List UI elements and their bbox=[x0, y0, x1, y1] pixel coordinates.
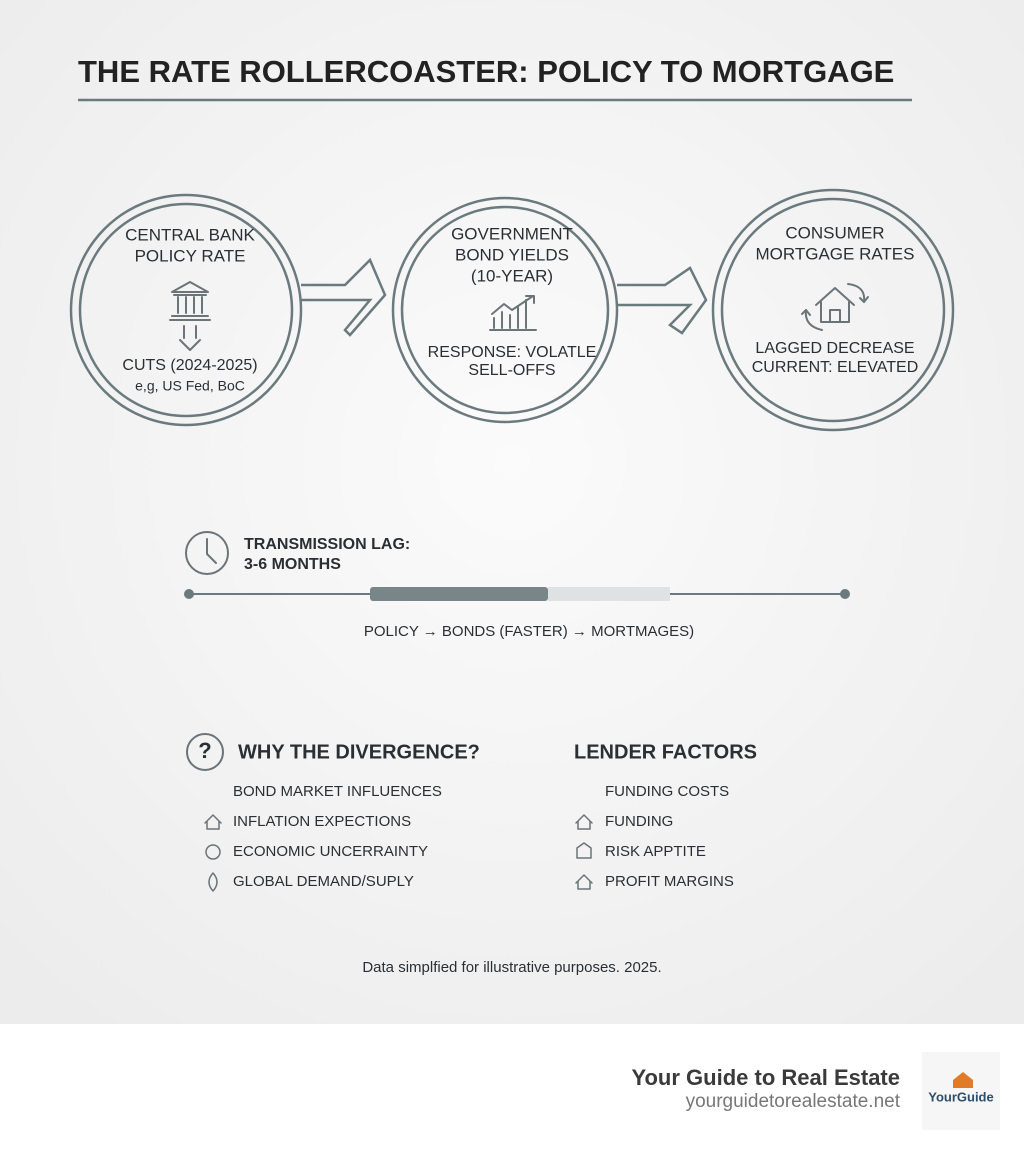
stage-circle bbox=[711, 188, 955, 432]
house-icon bbox=[801, 283, 869, 331]
timeline-bar-light bbox=[548, 587, 670, 601]
factor-item: FUNDING bbox=[605, 813, 673, 830]
clock-icon bbox=[185, 531, 229, 575]
item-icon bbox=[576, 842, 592, 859]
stage-detail: LAGGED DECREASE bbox=[755, 340, 914, 357]
factor-item: GLOBAL DEMAND/SUPLY bbox=[233, 873, 414, 890]
background bbox=[0, 0, 1024, 1024]
chart-icon bbox=[489, 295, 537, 331]
item-icon bbox=[575, 814, 593, 830]
stage-detail: CUTS (2024-2025) bbox=[122, 357, 257, 374]
stage-title: CONSUMER bbox=[785, 223, 884, 242]
factor-item: ECONOMIC UNCERRAINTY bbox=[233, 843, 428, 860]
logo-box bbox=[922, 1052, 1000, 1130]
factor-subheading: BOND MARKET INFLUENCES bbox=[233, 783, 442, 800]
item-icon bbox=[575, 874, 593, 890]
section-heading: LENDER FACTORS bbox=[574, 741, 757, 763]
timeline-bar bbox=[370, 587, 548, 601]
stage-title: BOND YIELDS bbox=[455, 245, 569, 264]
lag-label: TRANSMISSION LAG: bbox=[244, 536, 410, 553]
stage-detail: SELL-OFFS bbox=[468, 362, 555, 379]
stage-title: CENTRAL BANK bbox=[125, 225, 255, 244]
section-heading: WHY THE DIVERGENCE? bbox=[238, 741, 480, 763]
stage-title: (10-YEAR) bbox=[471, 266, 553, 285]
stage-circle bbox=[391, 196, 619, 424]
stage-detail: e,g, US Fed, BoC bbox=[135, 378, 245, 394]
factor-subheading: FUNDING COSTS bbox=[605, 783, 729, 800]
stage-circle bbox=[69, 193, 303, 427]
logo-house bbox=[953, 1072, 973, 1088]
timeline-dot bbox=[840, 589, 850, 599]
brand-url[interactable]: yourguidetorealestate.net bbox=[686, 1091, 901, 1112]
lag-value: 3-6 MONTHS bbox=[244, 556, 341, 573]
stage-title: MORTGAGE RATES bbox=[755, 244, 914, 263]
stage-title: GOVERNMENT bbox=[451, 224, 573, 243]
item-icon bbox=[208, 872, 218, 892]
item-icon bbox=[205, 844, 221, 860]
flow-arrow bbox=[617, 266, 708, 335]
footnote: Data simplfied for illustrative purposes… bbox=[362, 959, 661, 976]
timeline-dot bbox=[184, 589, 194, 599]
factor-item: PROFIT MARGINS bbox=[605, 873, 734, 890]
timeline-caption: POLICY → BONDS (FASTER) → MORTMAGES) bbox=[364, 623, 694, 640]
bank-icon bbox=[169, 281, 211, 351]
question-icon bbox=[186, 733, 224, 771]
footer-background bbox=[0, 1024, 1024, 1154]
stage-title: POLICY RATE bbox=[135, 246, 246, 265]
factor-item: INFLATION EXPECTIONS bbox=[233, 813, 411, 830]
item-icon bbox=[204, 814, 222, 830]
stage-detail: CURRENT: ELEVATED bbox=[752, 359, 919, 376]
flow-arrow bbox=[301, 257, 387, 337]
stage-detail: RESPONSE: VOLATLE bbox=[428, 344, 597, 361]
title: THE RATE ROLLERCOASTER: POLICY TO MORTGA… bbox=[78, 54, 894, 89]
factor-item: RISK APPTITE bbox=[605, 843, 706, 860]
brand-name: Your Guide to Real Estate bbox=[631, 1065, 900, 1090]
question-mark: ? bbox=[198, 738, 211, 763]
logo-text: YourGuide bbox=[928, 1089, 993, 1104]
